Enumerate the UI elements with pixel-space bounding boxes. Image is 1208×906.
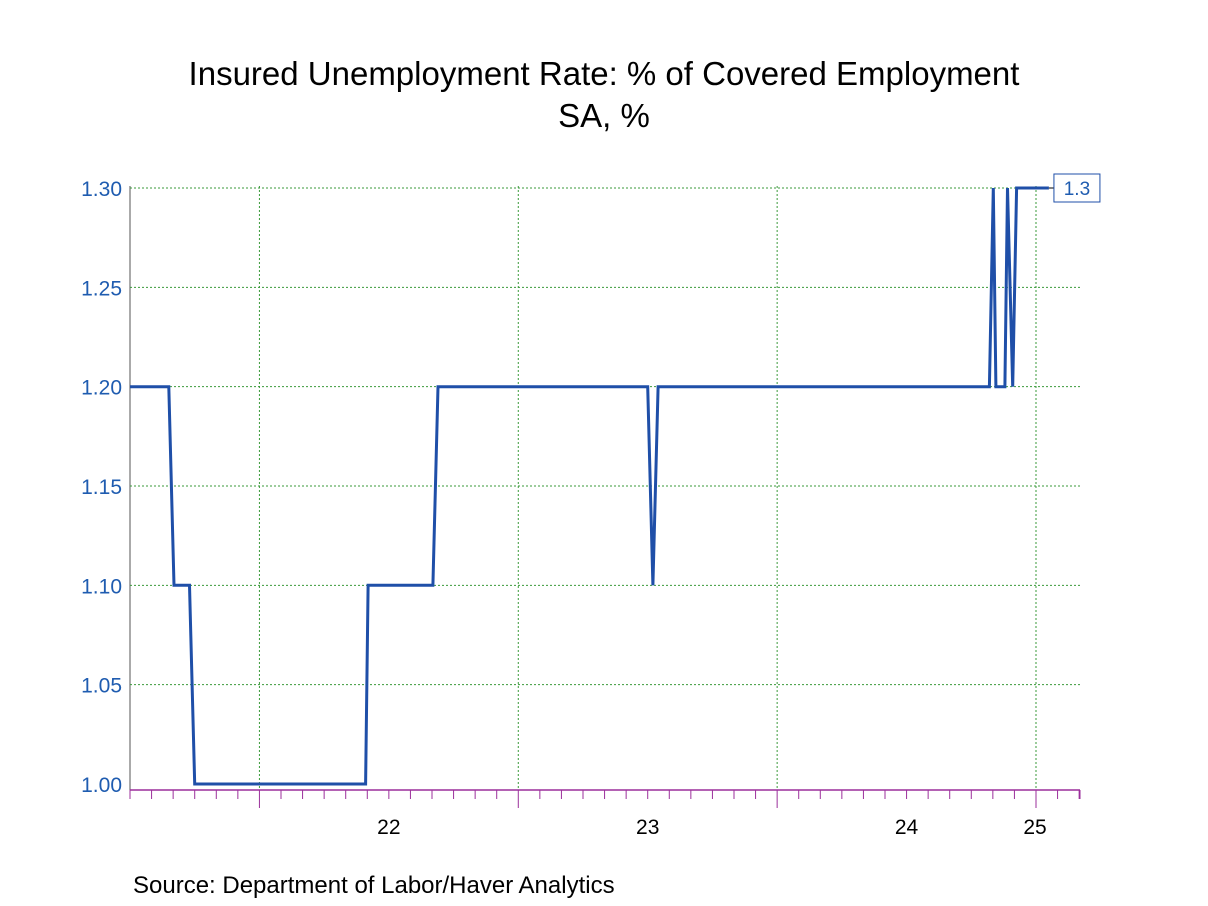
- x-tick-label: 25: [1023, 816, 1046, 839]
- last-value-label: 1.3: [1064, 179, 1090, 200]
- y-tick-label: 1.10: [81, 575, 122, 598]
- x-tick-label: 22: [377, 816, 400, 839]
- y-tick-label: 1.05: [81, 675, 122, 698]
- chart-subtitle: SA, %: [558, 97, 650, 134]
- y-tick-label: 1.25: [81, 277, 122, 300]
- chart-title: Insured Unemployment Rate: % of Covered …: [188, 55, 1020, 92]
- source-note: Source: Department of Labor/Haver Analyt…: [133, 872, 615, 899]
- x-tick-label: 23: [636, 816, 659, 839]
- y-tick-label: 1.30: [81, 178, 122, 201]
- y-tick-label: 1.15: [81, 476, 122, 499]
- series-line: [130, 186, 1049, 786]
- x-tick-label: 24: [895, 816, 919, 839]
- y-tick-label: 1.00: [81, 774, 122, 797]
- line-chart: 1.00 1.05 1.10 1.15 1.20 1.25 1.30 22 23 24 25 1.3: [81, 173, 1101, 839]
- y-tick-label: 1.20: [81, 377, 122, 400]
- last-value-box: [1053, 173, 1101, 203]
